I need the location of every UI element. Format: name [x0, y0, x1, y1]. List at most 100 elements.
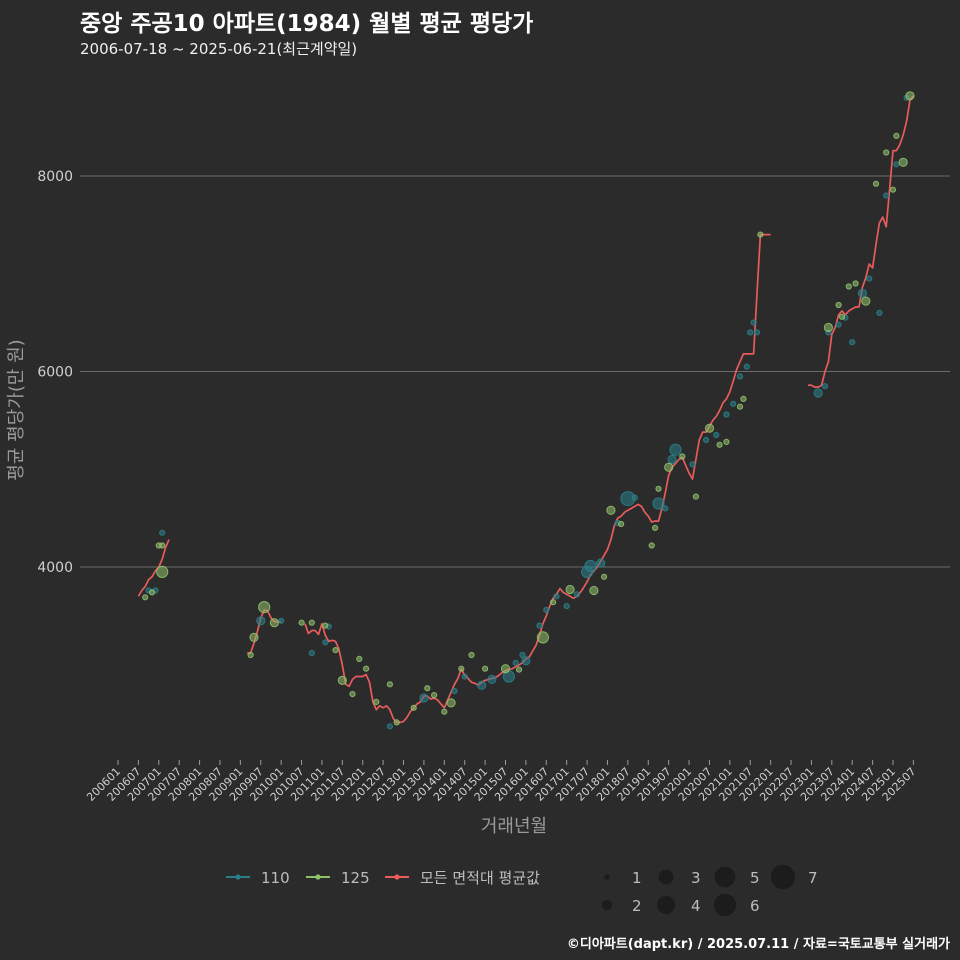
point-125	[550, 599, 557, 606]
point-125	[565, 584, 575, 595]
point-125	[482, 665, 489, 672]
point-125	[679, 453, 686, 460]
legend-label: 125	[341, 869, 370, 887]
point-110	[308, 649, 315, 657]
point-125	[424, 685, 431, 692]
legend-key-point	[235, 874, 241, 880]
point-125	[723, 438, 730, 445]
point-110	[703, 436, 710, 443]
point-125	[589, 585, 599, 596]
point-110	[849, 339, 856, 346]
point-125	[852, 280, 859, 287]
y-axis-ticks: 4000 6000 8000	[37, 169, 73, 576]
point-125	[893, 132, 900, 139]
size-legend-dot	[658, 869, 674, 885]
point-125	[704, 423, 715, 433]
series-110-points	[145, 94, 910, 730]
chart-subtitle: 2006-07-18 ~ 2025-06-21(최근계약일)	[80, 40, 358, 58]
point-110	[821, 383, 829, 390]
point-110	[652, 497, 665, 510]
point-125	[156, 565, 169, 579]
point-125	[337, 675, 347, 686]
y-tick-label: 6000	[37, 365, 73, 381]
point-110	[519, 651, 526, 659]
point-110	[835, 321, 842, 328]
size-legend-label: 3	[691, 869, 701, 887]
legend: 110 125 모든 면적대 평균값 1 2 3 4 5 6 7	[226, 864, 818, 917]
point-125	[536, 631, 550, 644]
point-110	[563, 603, 570, 610]
point-110	[736, 373, 744, 380]
point-110	[536, 622, 543, 629]
point-125	[393, 719, 400, 726]
size-legend-label: 7	[808, 869, 818, 887]
point-125	[835, 301, 842, 309]
point-110	[553, 593, 560, 600]
x-axis-label: 거래년월	[481, 816, 547, 837]
average-line-segment	[137, 539, 170, 597]
point-110	[512, 659, 519, 666]
point-125	[601, 573, 608, 580]
point-110	[386, 723, 393, 730]
point-125	[431, 692, 438, 699]
point-110	[419, 693, 429, 703]
point-125	[664, 462, 674, 472]
size-legend-label: 5	[750, 869, 760, 887]
point-110	[883, 192, 890, 199]
grid-lines	[80, 175, 950, 568]
point-125	[441, 708, 448, 715]
point-125	[606, 505, 616, 515]
x-axis-ticks: 2006012006072007012007072008012008072009…	[84, 760, 919, 804]
point-125	[618, 520, 625, 528]
point-110	[730, 400, 737, 407]
point-110	[543, 606, 550, 614]
point-125	[349, 691, 356, 698]
point-110	[256, 616, 266, 626]
point-125	[838, 313, 846, 320]
point-125	[258, 601, 271, 614]
point-110	[747, 329, 754, 336]
point-110	[743, 363, 750, 370]
point-125	[322, 622, 329, 629]
size-legend-label: 2	[632, 897, 642, 915]
average-line-segment	[808, 95, 915, 388]
legend-key-point	[394, 874, 400, 880]
point-125	[446, 698, 456, 708]
size-legend-dot	[657, 896, 675, 914]
point-125	[332, 647, 339, 654]
source-caption: ©디아파트(dapt.kr) / 2025.07.11 / 자료=국토교통부 실…	[566, 937, 950, 952]
point-110	[689, 461, 696, 468]
y-tick-label: 8000	[37, 169, 73, 185]
point-110	[813, 388, 823, 398]
point-125	[516, 666, 523, 673]
point-125	[148, 589, 156, 596]
point-110	[713, 431, 720, 439]
point-125	[247, 651, 254, 659]
legend-label: 110	[261, 869, 290, 887]
point-110	[667, 454, 677, 465]
point-110	[461, 673, 468, 680]
point-110	[278, 617, 285, 624]
point-125	[905, 91, 915, 101]
point-110	[477, 680, 487, 690]
size-legend-dot	[601, 899, 613, 911]
point-125	[692, 493, 700, 500]
average-line-segment	[247, 609, 282, 654]
point-110	[662, 505, 669, 512]
point-125	[142, 594, 149, 601]
point-125	[655, 485, 662, 492]
size-legend-dot	[713, 893, 737, 917]
point-125	[500, 664, 511, 674]
point-125	[159, 542, 166, 549]
point-125	[898, 157, 908, 167]
point-110	[451, 688, 458, 695]
point-125	[249, 632, 259, 643]
point-125	[652, 524, 659, 532]
point-125	[356, 655, 363, 663]
point-125	[845, 283, 852, 290]
point-110	[159, 529, 166, 536]
point-125	[386, 681, 393, 688]
point-110	[584, 559, 597, 573]
point-110	[857, 288, 868, 298]
size-legend-label: 4	[691, 897, 701, 915]
